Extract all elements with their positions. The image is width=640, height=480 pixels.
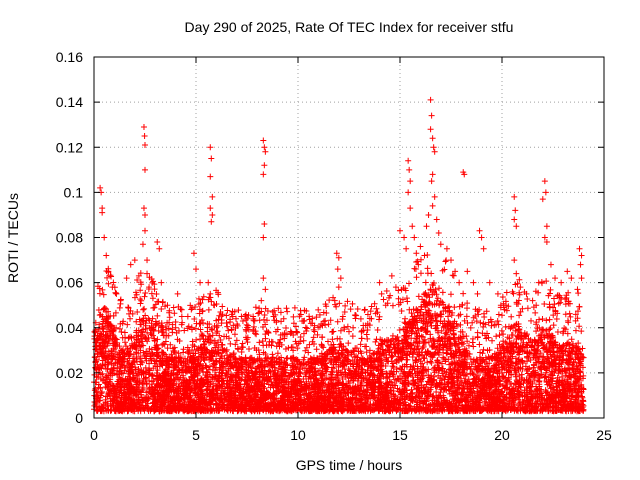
data-point: [512, 373, 519, 380]
data-point: [521, 348, 528, 355]
data-point: [575, 340, 582, 347]
data-point: [339, 375, 346, 382]
data-point: [579, 345, 586, 352]
data-point: [297, 370, 304, 377]
data-point: [213, 387, 220, 394]
data-point: [99, 388, 106, 395]
data-point: [573, 343, 580, 350]
data-point: [402, 377, 409, 384]
data-point: [199, 366, 206, 373]
data-point: [565, 339, 572, 346]
data-point: [441, 317, 448, 324]
data-point: [406, 351, 413, 358]
data-point: [568, 392, 575, 399]
data-point: [446, 361, 453, 368]
data-point: [300, 375, 307, 382]
data-point: [580, 354, 587, 361]
chart-title: Day 290 of 2025, Rate Of TEC Index for r…: [185, 19, 514, 35]
data-point: [389, 353, 396, 360]
data-point: [427, 358, 434, 365]
data-point: [424, 359, 431, 366]
data-point: [507, 380, 514, 387]
data-point: [121, 367, 128, 374]
data-point: [142, 335, 149, 342]
data-point: [259, 377, 266, 384]
data-point: [419, 360, 426, 367]
data-point: [389, 332, 396, 339]
data-point: [207, 381, 214, 388]
chart-data-points: [91, 96, 587, 415]
data-point: [438, 360, 445, 367]
data-point: [411, 366, 418, 373]
data-point: [550, 349, 557, 356]
data-point: [103, 314, 110, 321]
data-point: [140, 385, 147, 392]
data-point: [330, 351, 337, 358]
data-point: [408, 335, 415, 342]
data-point: [196, 362, 203, 369]
data-point: [139, 331, 146, 338]
data-point: [512, 327, 519, 334]
data-point: [102, 399, 109, 406]
